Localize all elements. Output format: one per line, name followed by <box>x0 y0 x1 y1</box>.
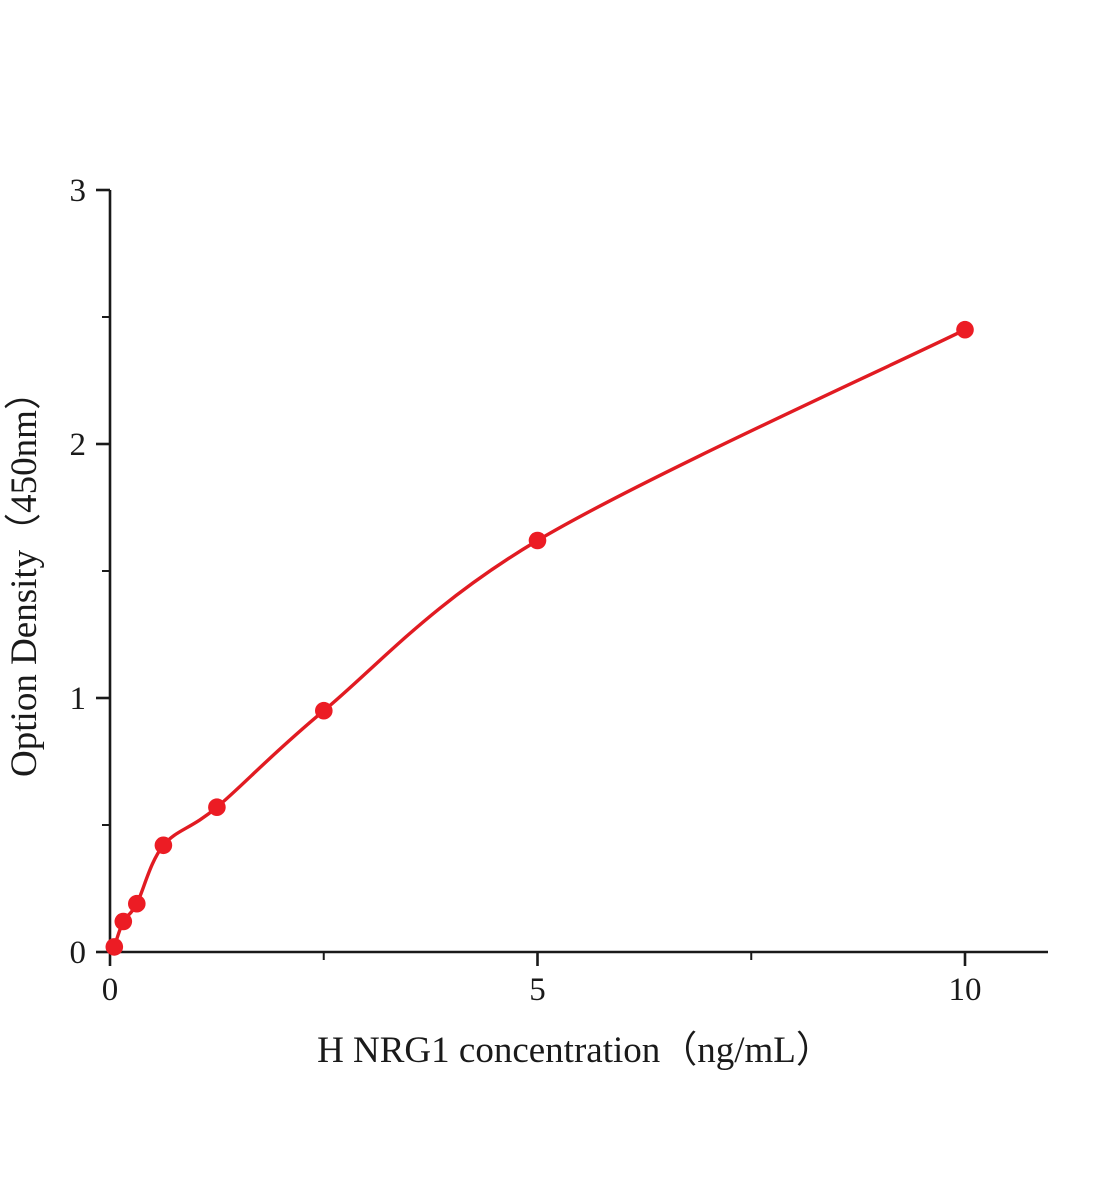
x-axis-label: H NRG1 concentration（ng/mL） <box>317 1030 833 1071</box>
fit-curve <box>112 328 967 949</box>
y-tick-label-1: 1 <box>70 681 87 717</box>
x-tick-label-5: 5 <box>529 972 546 1008</box>
data-point <box>528 531 547 550</box>
data-point <box>114 912 133 931</box>
data-point <box>128 894 146 913</box>
data-point <box>154 836 173 855</box>
data-point <box>315 701 333 720</box>
x-tick-label-10: 10 <box>949 972 982 1008</box>
x-tick-label-0: 0 <box>102 972 119 1008</box>
y-tick-label-0: 0 <box>70 935 87 971</box>
data-point <box>105 938 124 956</box>
axes <box>96 188 1048 966</box>
y-tick-label-3: 3 <box>70 173 87 209</box>
data-point <box>956 320 974 339</box>
data-point <box>208 798 226 816</box>
y-axis-label: Option Density（450nm） <box>4 373 45 777</box>
plot-series <box>105 320 974 956</box>
y-tick-label-2: 2 <box>70 427 87 463</box>
